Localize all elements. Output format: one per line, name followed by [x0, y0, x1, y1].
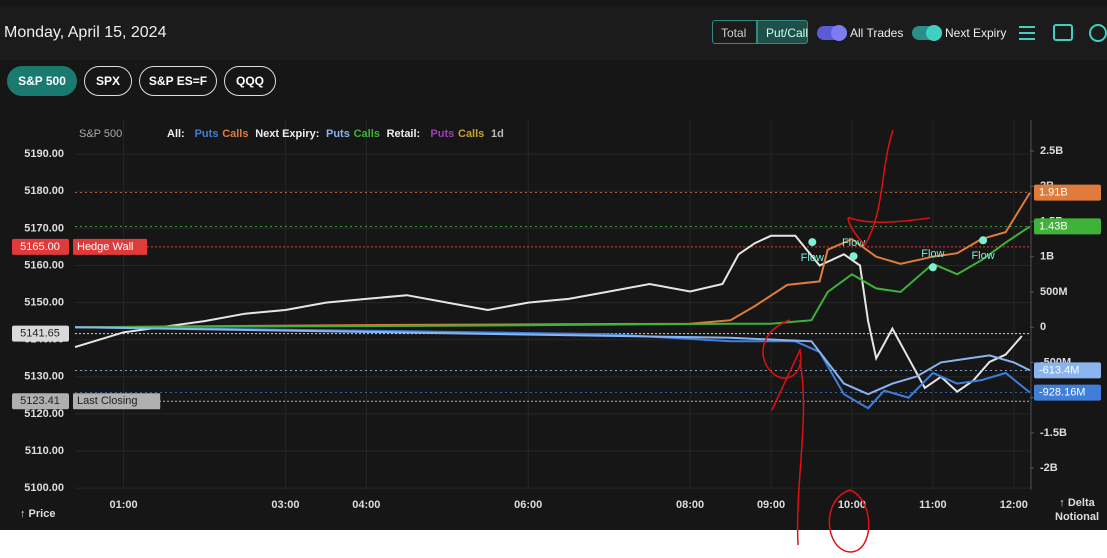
y-tick-label: 5160.00: [24, 259, 64, 271]
price-value: 5165.00: [20, 241, 60, 253]
x-tick-label: 09:00: [757, 499, 785, 511]
y-tick-label: 5110.00: [25, 445, 64, 457]
end-label: -928.16M: [1039, 387, 1085, 399]
y2-axis-label: ↑ Delta: [1059, 497, 1095, 509]
price-value: 5123.41: [20, 395, 60, 407]
legend-group: All:: [167, 128, 185, 140]
toolbar-icons[interactable]: [1018, 22, 1107, 44]
end-box: [1034, 218, 1101, 235]
price-tag-text: Hedge Wall: [77, 241, 133, 253]
y-tick-label: 5120.00: [24, 408, 64, 420]
y2-tick-label: 2.5B: [1040, 145, 1063, 157]
price-tag: [73, 393, 161, 410]
y-tick-label: 5170.00: [24, 222, 64, 234]
legend-item: Calls: [222, 128, 248, 140]
chart-title: S&P 500: [79, 128, 122, 140]
x-tick-label: 08:00: [676, 499, 704, 511]
switch-label: Next Expiry: [945, 26, 1007, 40]
end-label: 1.43B: [1039, 220, 1068, 232]
price-box: [12, 393, 69, 410]
y2-tick-label: -2B: [1040, 462, 1058, 474]
legend-group: Retail:: [387, 128, 421, 140]
tab[interactable]: S&P ES=F: [139, 66, 217, 96]
y-tick-label: 5100.00: [24, 482, 64, 494]
switch[interactable]: [817, 25, 847, 41]
flow-marker: [928, 263, 937, 272]
series-line: [74, 234, 1023, 393]
legend-item: Puts: [326, 128, 350, 140]
price-box: [12, 325, 69, 342]
price-box: [12, 238, 69, 255]
end-box: [1034, 184, 1101, 201]
legend-group: Next Expiry:: [255, 128, 319, 140]
toggle-put-call[interactable]: Put/Call: [757, 20, 808, 44]
legend-item: Puts: [430, 128, 454, 140]
flow-marker: [849, 252, 858, 261]
tab[interactable]: QQQ: [224, 66, 276, 96]
toggle-total[interactable]: Total: [712, 20, 757, 44]
legend-period: 1d: [491, 128, 504, 140]
x-tick-label: 03:00: [271, 499, 299, 511]
series-line: [74, 192, 1031, 329]
flow-label: Flow: [801, 252, 824, 264]
date: Monday, April 15, 2024: [4, 24, 167, 41]
y-axis-label: ↑ Price: [20, 508, 55, 520]
end-label: 1.91B: [1039, 186, 1068, 198]
tab[interactable]: S&P 500: [7, 66, 77, 96]
end-box: [1034, 362, 1101, 379]
y2-tick-label: 0: [1040, 321, 1046, 333]
price-tag: [73, 238, 147, 255]
x-tick-label: 12:00: [1000, 499, 1028, 511]
flow-label: Flow: [971, 250, 994, 262]
flow-label: Flow: [921, 248, 944, 260]
end-box: [1034, 384, 1101, 401]
x-tick-label: 11:00: [919, 499, 947, 511]
switch[interactable]: [912, 25, 942, 41]
x-tick-label: 04:00: [352, 499, 380, 511]
series-line: [74, 225, 1031, 329]
y-tick-label: 5130.00: [24, 371, 64, 383]
y2-tick-label: -1.5B: [1040, 427, 1067, 439]
legend-item: Puts: [195, 128, 219, 140]
flow-marker: [808, 238, 817, 247]
axis-line: [1030, 120, 1032, 490]
y2-tick-label: 1B: [1040, 251, 1054, 263]
end-label: -613.4M: [1039, 364, 1079, 376]
y2-axis-label: Notional: [1055, 511, 1099, 523]
switch-label: All Trades: [850, 26, 904, 40]
price-tag-text: Last Closing: [77, 395, 138, 407]
x-tick-label: 06:00: [514, 499, 542, 511]
flow-marker: [979, 236, 988, 245]
y-tick-label: 5150.00: [24, 296, 64, 308]
flow-label: Flow: [842, 237, 865, 249]
y-tick-label: 5180.00: [24, 185, 64, 197]
x-tick-label: 10:00: [838, 499, 866, 511]
y-tick-label: 5190.00: [24, 148, 64, 160]
tab[interactable]: SPX: [84, 66, 132, 96]
legend-item: Calls: [458, 128, 484, 140]
x-tick-label: 01:00: [109, 499, 137, 511]
legend-item: Calls: [354, 128, 380, 140]
price-value: 5141.65: [20, 327, 60, 339]
y2-tick-label: 500M: [1040, 286, 1068, 298]
